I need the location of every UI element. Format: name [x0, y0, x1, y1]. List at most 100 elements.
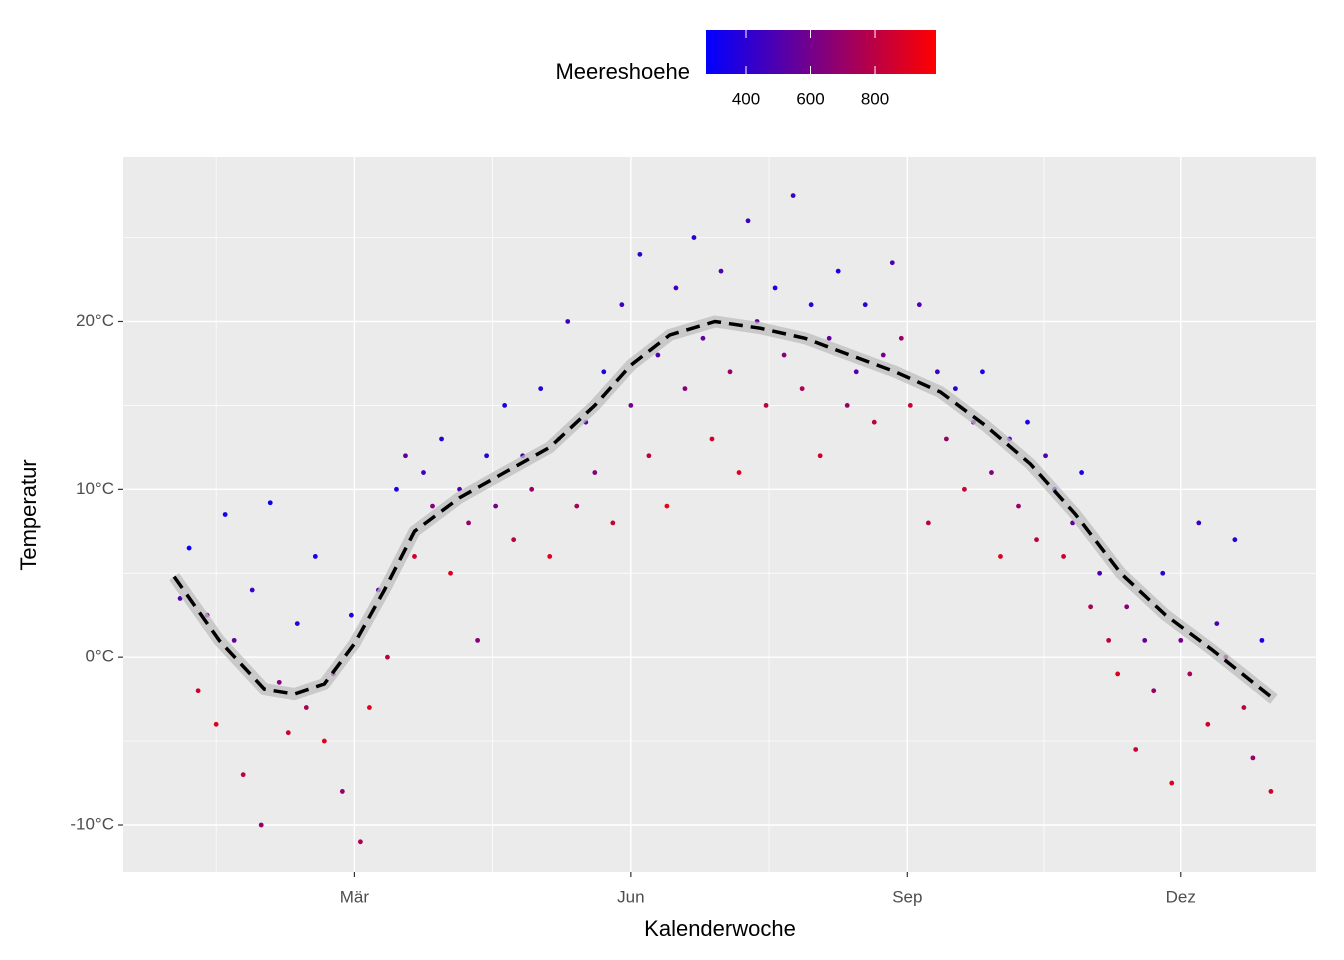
- point: [213, 721, 219, 727]
- point: [853, 369, 859, 375]
- point: [430, 503, 435, 509]
- point: [763, 403, 769, 408]
- point: [601, 369, 607, 375]
- colorbar-label: 800: [861, 89, 889, 108]
- point: [267, 500, 273, 506]
- point: [1196, 520, 1202, 526]
- point: [303, 705, 309, 710]
- point: [186, 545, 192, 551]
- point: [357, 839, 363, 845]
- x-tick-label: Mär: [340, 887, 370, 906]
- point: [1115, 671, 1121, 677]
- point: [421, 470, 426, 475]
- point: [962, 486, 967, 492]
- point: [1205, 721, 1211, 727]
- y-tick-label: -10°C: [70, 814, 114, 833]
- point: [826, 335, 832, 341]
- point: [808, 302, 814, 308]
- plot-panel: [123, 157, 1316, 872]
- point: [862, 302, 868, 308]
- point: [880, 352, 886, 358]
- point: [385, 654, 390, 660]
- point: [1088, 604, 1094, 610]
- y-tick-label: 20°C: [76, 311, 114, 330]
- point: [799, 386, 805, 392]
- point: [619, 302, 625, 308]
- point: [1034, 537, 1039, 543]
- y-axis-title: Temperatur: [16, 459, 41, 570]
- point: [1061, 554, 1066, 559]
- point: [736, 470, 742, 475]
- point: [700, 335, 706, 341]
- point: [1124, 604, 1130, 610]
- point: [745, 218, 751, 224]
- point: [628, 403, 634, 408]
- point: [1214, 621, 1220, 626]
- point: [655, 352, 661, 358]
- y-tick-label: 0°C: [85, 647, 114, 666]
- colorbar: [706, 30, 936, 74]
- point: [1097, 570, 1103, 576]
- x-tick-label: Sep: [892, 887, 922, 906]
- point: [989, 470, 994, 475]
- point: [484, 453, 490, 459]
- point: [348, 612, 354, 618]
- point: [493, 503, 499, 509]
- point: [781, 352, 787, 358]
- point: [394, 486, 399, 492]
- point: [276, 679, 282, 685]
- point: [1142, 637, 1148, 643]
- point: [403, 453, 408, 459]
- point: [285, 730, 291, 736]
- point: [529, 486, 535, 492]
- point: [1160, 570, 1166, 576]
- point: [1268, 789, 1274, 794]
- point: [1106, 637, 1112, 643]
- point: [466, 520, 471, 526]
- point: [1250, 755, 1256, 761]
- point: [980, 369, 985, 375]
- smooth-line: [172, 319, 1275, 701]
- point: [475, 637, 480, 643]
- point: [294, 621, 300, 626]
- y-tick-label: 10°C: [76, 479, 114, 498]
- point: [412, 554, 417, 559]
- point: [664, 503, 670, 509]
- point: [1079, 470, 1085, 475]
- point: [367, 705, 372, 710]
- point: [898, 335, 904, 341]
- x-axis-title: Kalenderwoche: [644, 916, 796, 941]
- point: [448, 570, 453, 576]
- point: [889, 260, 895, 266]
- point: [231, 637, 237, 643]
- point: [790, 193, 796, 199]
- point: [727, 369, 733, 375]
- point: [339, 789, 345, 794]
- point: [1043, 453, 1048, 459]
- point: [844, 403, 850, 408]
- point: [177, 596, 183, 601]
- legend-title: Meereshoehe: [555, 59, 690, 84]
- point: [1259, 637, 1265, 643]
- point: [1232, 537, 1238, 543]
- colorbar-label: 600: [796, 89, 824, 108]
- point: [1151, 688, 1157, 694]
- point: [709, 436, 715, 442]
- point: [240, 772, 246, 778]
- point: [538, 386, 544, 392]
- point: [772, 285, 778, 291]
- point: [439, 436, 444, 442]
- point: [610, 520, 616, 526]
- x-tick-label: Dez: [1166, 887, 1196, 906]
- point: [1025, 419, 1030, 425]
- point: [682, 386, 688, 392]
- point: [907, 403, 913, 408]
- point: [925, 520, 931, 526]
- point: [565, 319, 571, 324]
- point: [1133, 747, 1139, 752]
- point: [718, 268, 724, 274]
- point: [943, 436, 949, 442]
- point: [673, 285, 679, 291]
- point: [502, 403, 508, 408]
